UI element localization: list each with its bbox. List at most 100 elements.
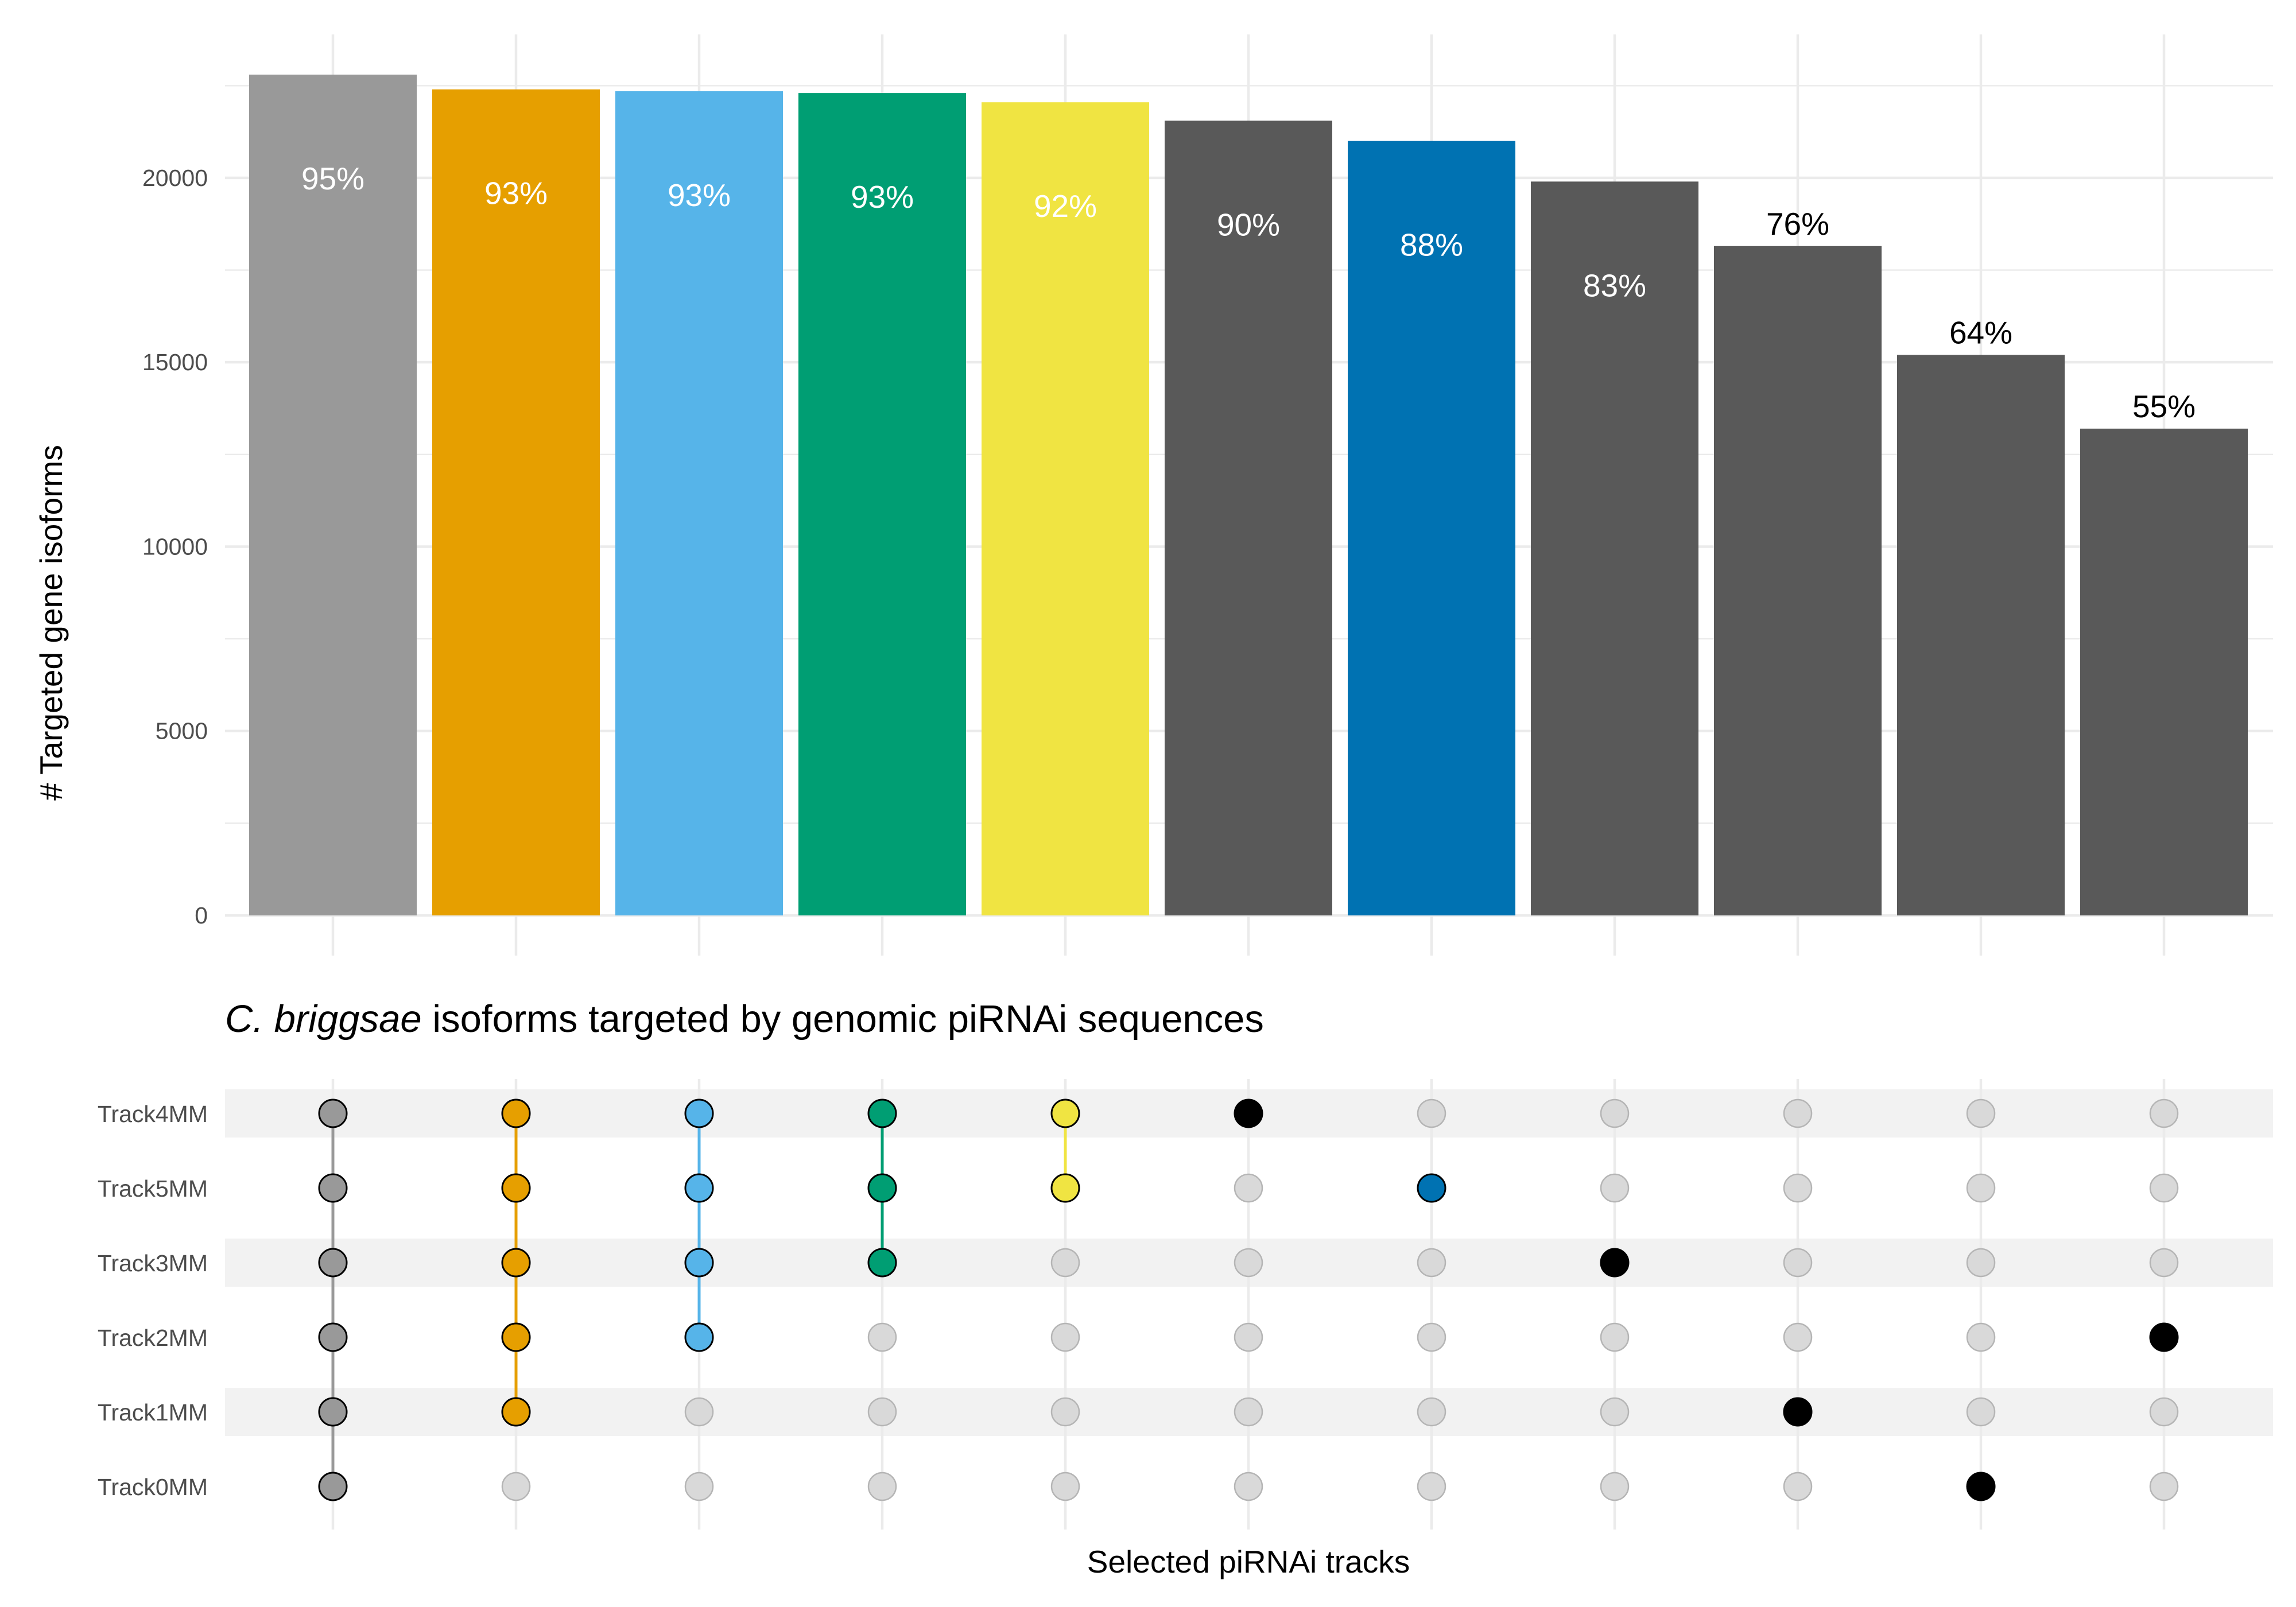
set-dot-active bbox=[501, 1173, 531, 1203]
bar bbox=[1714, 246, 1882, 915]
bar-labels: 95% 93% 93% 93% 92% 90% 88% 83% 76% 64% 55% bbox=[301, 161, 2196, 424]
bar bbox=[615, 91, 783, 916]
set-dot-active bbox=[684, 1098, 714, 1128]
bar-label: 76% bbox=[1766, 206, 1829, 242]
set-dot-inactive bbox=[684, 1472, 714, 1501]
bar-label: 93% bbox=[851, 179, 914, 215]
set-dot-inactive bbox=[501, 1472, 531, 1501]
bar-label: 90% bbox=[1217, 207, 1280, 242]
chart-subtitle: C. briggsae isoforms targeted by genomic… bbox=[225, 997, 1264, 1041]
bars bbox=[249, 75, 2248, 916]
subtitle-rest: isoforms targeted by genomic piRNAi sequ… bbox=[422, 997, 1264, 1041]
set-dot-inactive bbox=[1783, 1173, 1813, 1203]
set-dot-inactive bbox=[1966, 1322, 1996, 1352]
bar bbox=[1165, 121, 1332, 915]
bar-label: 83% bbox=[1583, 267, 1646, 303]
set-dot-active bbox=[1966, 1472, 1996, 1501]
set-dot-inactive bbox=[2149, 1173, 2179, 1203]
set-dot-inactive bbox=[1050, 1322, 1080, 1352]
set-dot-inactive bbox=[1050, 1472, 1080, 1501]
bar-label: 95% bbox=[301, 161, 364, 196]
bar bbox=[432, 89, 600, 915]
subtitle-italic: C. briggsae bbox=[225, 997, 422, 1041]
y-tick-label: 20000 bbox=[142, 165, 208, 191]
x-axis-title: Selected piRNAi tracks bbox=[1087, 1544, 1410, 1579]
set-dot-inactive bbox=[1600, 1472, 1630, 1501]
bar bbox=[2080, 428, 2248, 915]
track-label: Track3MM bbox=[98, 1250, 208, 1276]
set-dot-inactive bbox=[1050, 1248, 1080, 1278]
set-dot-active bbox=[501, 1098, 531, 1128]
set-dot-active bbox=[501, 1248, 531, 1278]
track-label: Track4MM bbox=[98, 1101, 208, 1127]
bar-label: 93% bbox=[668, 177, 731, 213]
track-label: Track0MM bbox=[98, 1474, 208, 1500]
set-dot-active bbox=[501, 1322, 531, 1352]
bar-label: 55% bbox=[2132, 389, 2196, 424]
set-dot-active bbox=[684, 1248, 714, 1278]
set-dot-active bbox=[1783, 1397, 1813, 1427]
set-dot-active bbox=[867, 1098, 897, 1128]
set-dot-inactive bbox=[1600, 1173, 1630, 1203]
bar-label: 93% bbox=[484, 176, 548, 211]
bar bbox=[1348, 141, 1515, 915]
set-dot-inactive bbox=[1600, 1322, 1630, 1352]
set-dot-inactive bbox=[2149, 1397, 2179, 1427]
set-dot-inactive bbox=[1417, 1098, 1446, 1128]
set-dot-inactive bbox=[2149, 1248, 2179, 1278]
set-dot-inactive bbox=[2149, 1098, 2179, 1128]
set-dot-inactive bbox=[1234, 1397, 1263, 1427]
y-tick-label: 5000 bbox=[156, 718, 208, 744]
set-dot-active bbox=[1234, 1098, 1263, 1128]
set-dot-active bbox=[318, 1397, 348, 1427]
set-dot-inactive bbox=[2149, 1472, 2179, 1501]
set-dot-inactive bbox=[1966, 1248, 1996, 1278]
bar-label: 64% bbox=[1949, 315, 2012, 350]
set-dot-active bbox=[1417, 1173, 1446, 1203]
set-dot-active bbox=[867, 1248, 897, 1278]
set-dot-inactive bbox=[1783, 1472, 1813, 1501]
set-dot-active bbox=[318, 1248, 348, 1278]
set-dot-inactive bbox=[1783, 1248, 1813, 1278]
set-dot-inactive bbox=[1966, 1098, 1996, 1128]
set-dot-inactive bbox=[1417, 1472, 1446, 1501]
bar bbox=[798, 93, 966, 915]
y-tick-label: 10000 bbox=[142, 533, 208, 560]
set-dot-inactive bbox=[1783, 1098, 1813, 1128]
bar bbox=[1531, 181, 1698, 916]
set-dot-inactive bbox=[1417, 1397, 1446, 1427]
set-dot-active bbox=[684, 1322, 714, 1352]
set-matrix bbox=[318, 1098, 2179, 1501]
y-tick-label: 0 bbox=[195, 902, 208, 929]
set-dot-inactive bbox=[867, 1397, 897, 1427]
y-tick-label: 15000 bbox=[142, 349, 208, 375]
track-label: Track2MM bbox=[98, 1325, 208, 1351]
set-dot-inactive bbox=[1600, 1397, 1630, 1427]
set-dot-active bbox=[1050, 1098, 1080, 1128]
set-dot-inactive bbox=[1050, 1397, 1080, 1427]
bar-label: 88% bbox=[1400, 227, 1463, 263]
set-dot-inactive bbox=[1417, 1248, 1446, 1278]
set-dot-inactive bbox=[1966, 1397, 1996, 1427]
set-dot-active bbox=[318, 1098, 348, 1128]
track-label: Track5MM bbox=[98, 1175, 208, 1202]
set-dot-inactive bbox=[1234, 1173, 1263, 1203]
bar-label: 92% bbox=[1034, 188, 1097, 224]
set-dot-active bbox=[318, 1322, 348, 1352]
set-dot-active bbox=[1050, 1173, 1080, 1203]
set-dot-inactive bbox=[1234, 1248, 1263, 1278]
y-axis-title: # Targeted gene isoforms bbox=[33, 445, 69, 801]
set-dot-inactive bbox=[1234, 1472, 1263, 1501]
set-dot-active bbox=[2149, 1322, 2179, 1352]
set-dot-inactive bbox=[867, 1472, 897, 1501]
track-label: Track1MM bbox=[98, 1399, 208, 1426]
set-dot-inactive bbox=[1417, 1322, 1446, 1352]
track-labels: Track4MM Track5MM Track3MM Track2MM Track1MM… bbox=[98, 1101, 208, 1500]
set-dot-active bbox=[318, 1173, 348, 1203]
set-dot-active bbox=[1600, 1248, 1630, 1278]
y-tick-labels: 0 5000 10000 15000 20000 bbox=[142, 165, 208, 929]
set-dot-inactive bbox=[684, 1397, 714, 1427]
set-dot-active bbox=[501, 1397, 531, 1427]
